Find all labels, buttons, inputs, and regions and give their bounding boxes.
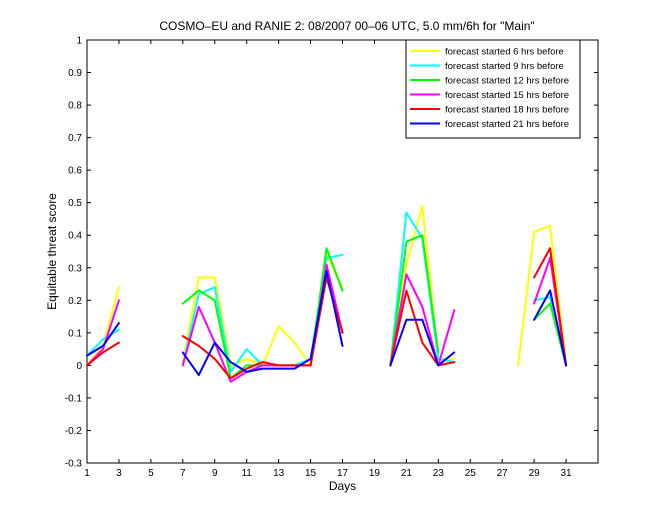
series-lines	[86, 204, 568, 383]
y-tick-label: 0.8	[68, 101, 82, 112]
legend-entry: forecast started 15 hrs before	[445, 90, 569, 101]
y-tick-label: 1	[76, 36, 82, 47]
y-tick-label: 0.9	[68, 68, 82, 79]
y-tick-label: -0.3	[65, 459, 83, 470]
y-tick-label: 0.2	[68, 296, 82, 307]
y-tick-label: 0.3	[68, 263, 82, 274]
y-tick-label: 0.1	[68, 328, 82, 339]
x-tick-label: 31	[561, 468, 573, 479]
y-axis-label: Equitable threat score	[45, 193, 59, 310]
x-tick-label: 25	[465, 468, 477, 479]
y-tick-label: 0	[76, 361, 82, 372]
series-line-4	[86, 257, 568, 383]
x-tick-label: 17	[337, 468, 349, 479]
axis-ticks: 1 3 5 7 9 11 13 15 17 19 21 23 25 27 29 31-0.3-0.2-0.10…	[65, 36, 598, 479]
x-axis-label: Days	[329, 479, 356, 493]
x-tick-label: 9	[212, 468, 218, 479]
series-line-6	[86, 270, 568, 377]
x-tick-label: 21	[401, 468, 413, 479]
x-tick-label: 27	[497, 468, 509, 479]
chart-title: COSMO–EU and RANIE 2: 08/2007 00–06 UTC,…	[159, 19, 534, 33]
y-tick-label: -0.1	[65, 393, 83, 404]
y-tick-label: -0.2	[65, 426, 83, 437]
x-tick-label: 1	[84, 468, 90, 479]
x-tick-label: 19	[369, 468, 381, 479]
x-tick-label: 3	[116, 468, 122, 479]
y-tick-label: 0.5	[68, 198, 82, 209]
series-line-5	[86, 247, 568, 380]
legend-entry: forecast started 9 hrs before	[445, 61, 564, 72]
x-tick-label: 7	[180, 468, 186, 479]
y-tick-label: 0.6	[68, 166, 82, 177]
legend-entry: forecast started 12 hrs before	[445, 76, 569, 87]
legend: forecast started 6 hrs before forecast st…	[405, 39, 581, 139]
x-tick-label: 11	[241, 468, 252, 479]
legend-entry: forecast started 18 hrs before	[445, 105, 569, 116]
x-tick-label: 13	[273, 468, 285, 479]
y-tick-label: 0.7	[68, 133, 82, 144]
x-tick-label: 15	[305, 468, 317, 479]
legend-entry: forecast started 21 hrs before	[445, 119, 569, 130]
x-tick-label: 23	[433, 468, 445, 479]
legend-box	[405, 39, 581, 139]
x-tick-label: 5	[148, 468, 154, 479]
x-tick-label: 29	[529, 468, 541, 479]
y-tick-label: 0.4	[68, 231, 82, 242]
legend-entry: forecast started 6 hrs before	[445, 47, 564, 58]
